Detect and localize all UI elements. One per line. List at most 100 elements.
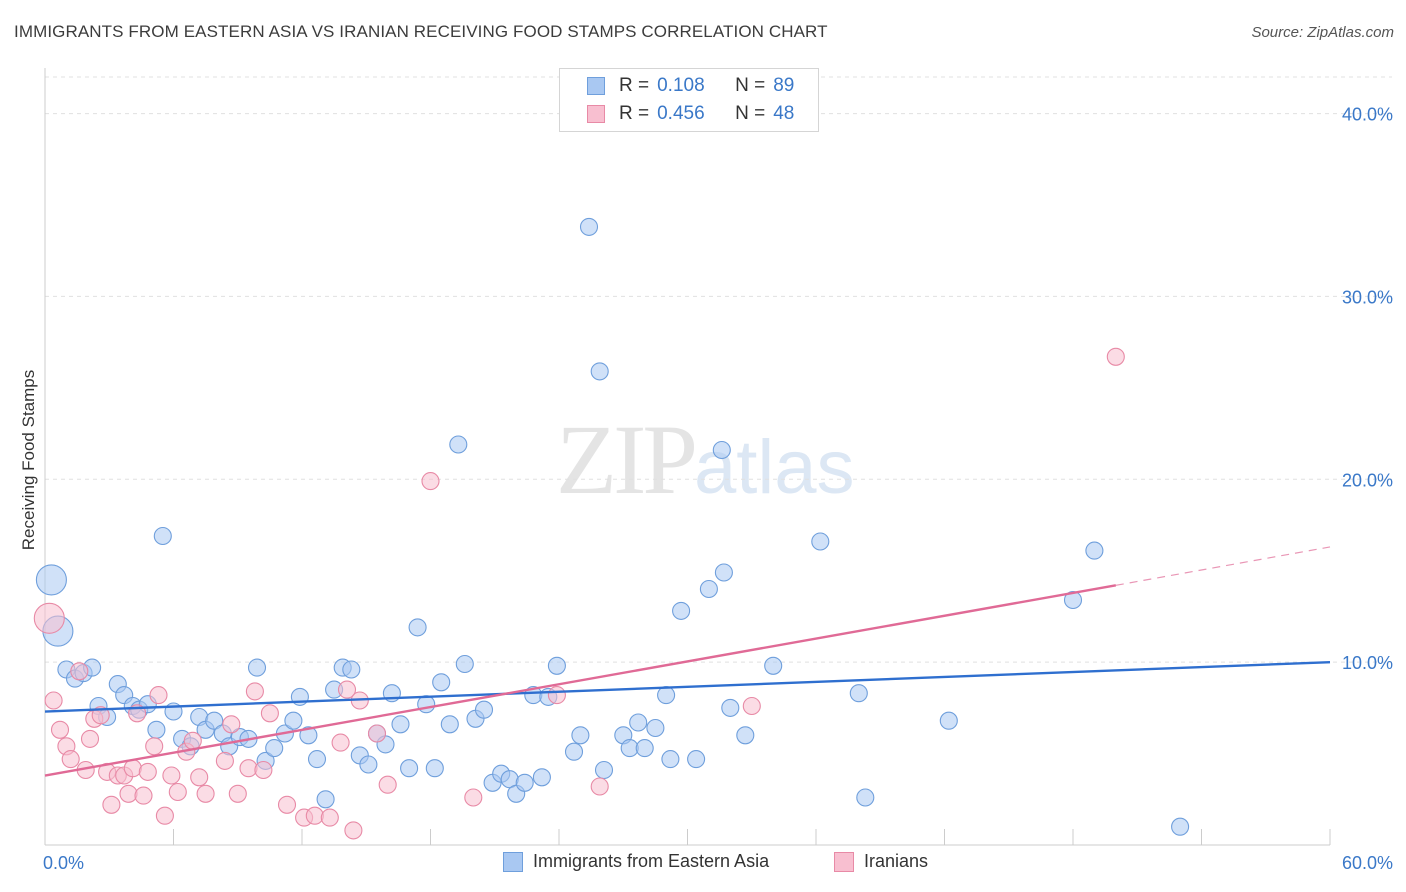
data-point (80, 729, 100, 748)
data-point (687, 750, 706, 769)
chart-title: IMMIGRANTS FROM EASTERN ASIA VS IRANIAN … (14, 22, 828, 41)
data-point (391, 715, 410, 734)
data-point (33, 602, 65, 634)
data-point (247, 658, 267, 677)
data-point (50, 720, 70, 739)
data-point (61, 750, 80, 769)
x-tick-label: 60.0% (1342, 853, 1393, 873)
watermark-zip: ZIP (556, 404, 698, 515)
data-point (183, 731, 202, 750)
data-point (277, 795, 297, 814)
data-point (344, 821, 363, 840)
stats-row-iranians: R = 0.456 N = 48 (560, 100, 794, 128)
data-point (464, 788, 483, 807)
legend-item-eastern-asia[interactable]: Immigrants from Eastern Asia (503, 851, 769, 872)
data-point (1106, 347, 1125, 366)
data-point (811, 532, 830, 551)
data-point (134, 786, 153, 805)
trend-line-1 (44, 584, 1117, 777)
watermark-atlas: atlas (694, 425, 855, 510)
x-tick-label: 0.0% (43, 853, 84, 873)
n-label: N = (735, 103, 766, 124)
data-point (532, 768, 551, 787)
trend-lines (44, 546, 1331, 777)
data-point (70, 662, 89, 681)
data-point (359, 755, 378, 774)
data-point (547, 686, 566, 705)
y-tick-label: 40.0% (1342, 105, 1393, 125)
data-point (657, 686, 676, 705)
data-point (320, 808, 339, 827)
data-point (432, 673, 451, 692)
data-point (35, 564, 67, 596)
trend-line-extension-1 (1115, 546, 1331, 586)
data-point (196, 784, 215, 803)
data-point (712, 440, 731, 460)
data-point (299, 726, 318, 745)
data-point (635, 739, 654, 758)
data-point (153, 526, 172, 546)
data-point (145, 737, 164, 756)
n-value: 89 (773, 75, 795, 96)
data-point (245, 682, 264, 701)
data-point (205, 711, 224, 730)
data-point (265, 739, 284, 758)
legend-swatch-eastern-asia (503, 851, 523, 872)
data-point (149, 686, 168, 705)
data-point (342, 660, 361, 679)
data-point (367, 724, 387, 743)
data-point (190, 768, 209, 787)
trend-line-0 (44, 660, 1331, 713)
data-point (147, 720, 166, 739)
data-point (425, 759, 444, 778)
data-point (119, 784, 138, 803)
n-label: N = (735, 75, 766, 96)
data-point (239, 759, 258, 778)
data-point (138, 762, 157, 781)
data-point (162, 766, 181, 785)
data-point (222, 715, 241, 734)
legend: Immigrants from Eastern Asia Iranians (0, 851, 1406, 879)
data-point (1085, 541, 1104, 560)
watermark: ZIPatlas (556, 402, 855, 517)
data-point (939, 711, 958, 730)
data-point (421, 472, 440, 491)
data-point (646, 718, 665, 738)
data-point (440, 715, 459, 734)
data-point (123, 759, 142, 778)
data-point (260, 704, 279, 723)
data-point (742, 696, 761, 716)
data-point (699, 579, 718, 599)
n-value: 48 (773, 103, 795, 124)
data-point (378, 775, 397, 794)
stats-swatch-eastern-asia (587, 77, 605, 95)
data-point (91, 706, 110, 725)
legend-swatch-iranians (834, 851, 854, 872)
data-point (672, 601, 691, 620)
y-tick-label: 30.0% (1342, 287, 1393, 307)
data-point (215, 751, 234, 770)
data-point (305, 806, 324, 825)
r-value: 0.108 (657, 75, 705, 96)
data-point (579, 217, 599, 236)
data-point (564, 742, 584, 761)
legend-item-iranians[interactable]: Iranians (834, 851, 928, 872)
data-point (1171, 817, 1190, 836)
r-label: R = (619, 75, 650, 96)
tick-labels: 10.0% 20.0% 30.0% 40.0% 0.0% 60.0% (43, 105, 1393, 873)
data-point (168, 782, 187, 802)
data-point (400, 759, 419, 778)
data-point (590, 777, 609, 796)
data-point (455, 654, 474, 674)
series-eastern-asia-points (35, 217, 1190, 836)
data-point (155, 806, 174, 825)
data-point (590, 362, 609, 381)
data-point (661, 750, 680, 769)
y-tick-label: 10.0% (1342, 653, 1393, 673)
data-point (594, 760, 614, 780)
data-point (44, 691, 63, 710)
stats-box: R = 0.108 N = 89 R = 0.456 N = 48 (559, 68, 819, 132)
data-point (714, 563, 733, 582)
data-point (254, 760, 273, 780)
